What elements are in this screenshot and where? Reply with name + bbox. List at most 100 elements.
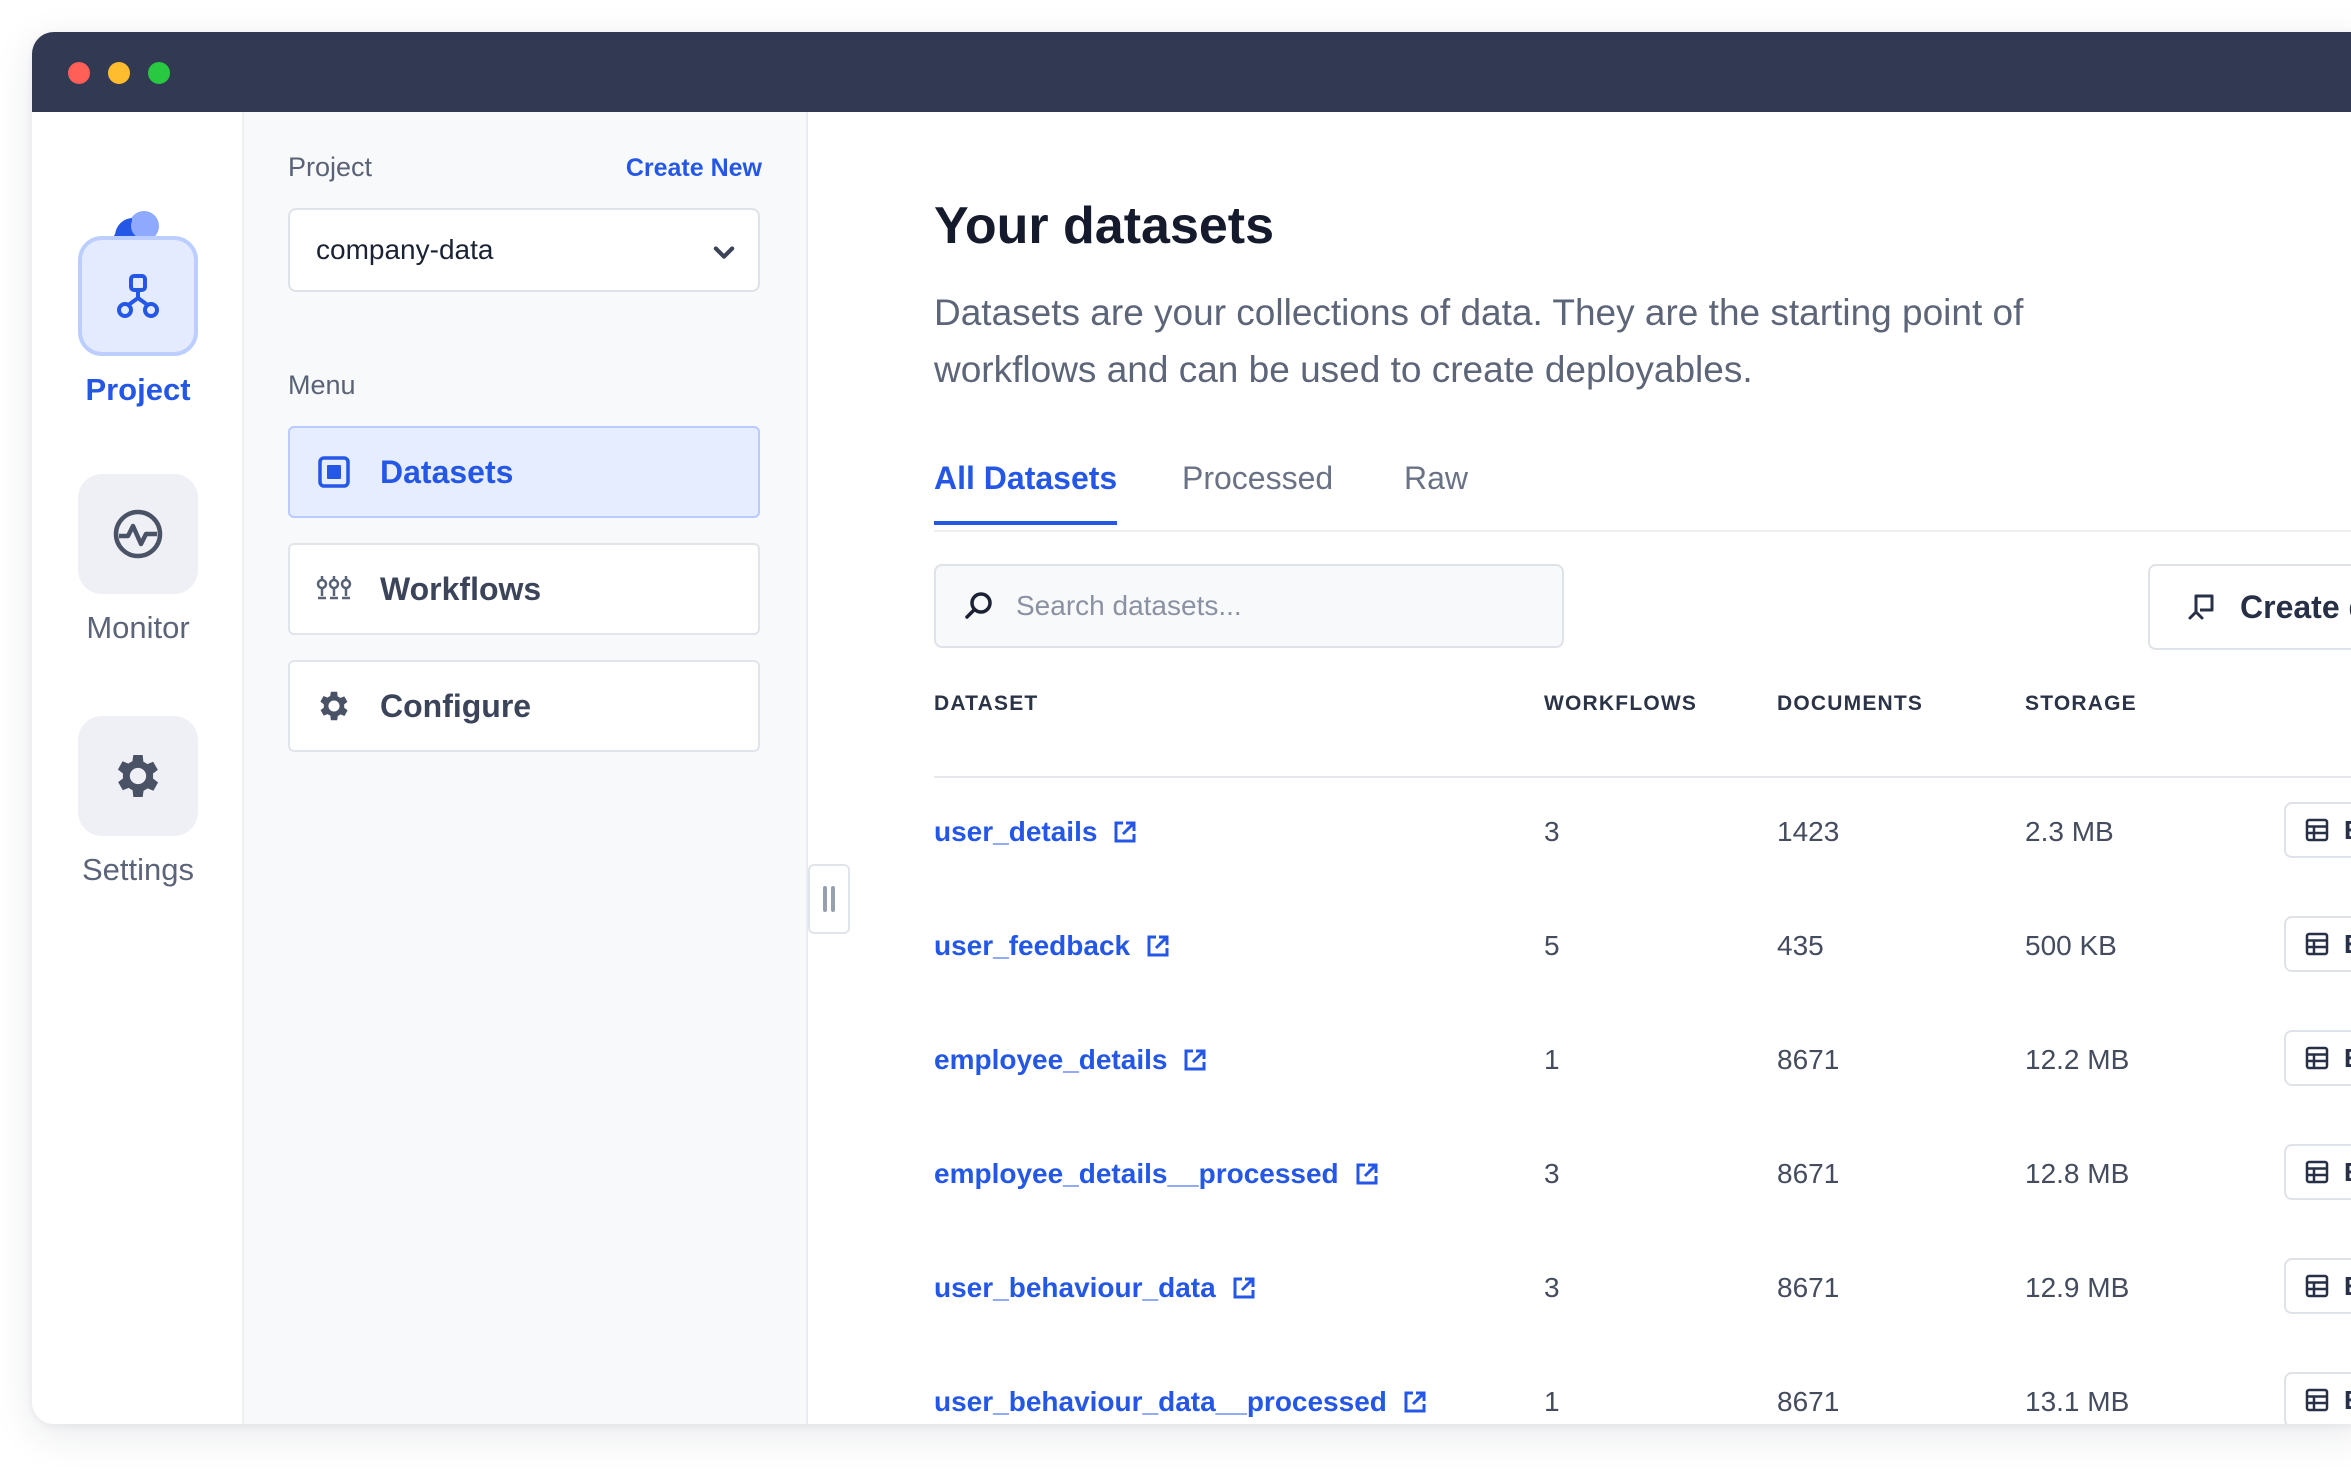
menu-item-label: Datasets bbox=[380, 453, 514, 490]
rail-label-settings: Settings bbox=[81, 852, 194, 887]
explore-button[interactable]: Exp bbox=[2284, 1372, 2351, 1424]
workflow-count: 5 bbox=[1544, 930, 1560, 961]
app-window: Project Monitor Settings Project Create … bbox=[32, 32, 2351, 1424]
table-row[interactable]: employee_details__processed 3 8671 12.8 MB E… bbox=[934, 1122, 2351, 1236]
dataset-name: user_behaviour_data__processed bbox=[934, 1386, 1387, 1417]
create-dataset-button[interactable]: Create dat bbox=[2148, 564, 2351, 650]
chevron-down-icon bbox=[713, 246, 735, 259]
dataset-name-link[interactable]: user_behaviour_data__processed bbox=[934, 1386, 1429, 1418]
explore-label: Exp bbox=[2344, 1157, 2351, 1188]
page-title: Your datasets bbox=[934, 197, 1275, 255]
document-count: 8671 bbox=[1777, 1386, 1840, 1417]
storage-size: 12.9 MB bbox=[2025, 1272, 2130, 1303]
column-header-workflows: WORKFLOWS bbox=[1544, 692, 1698, 715]
explore-button[interactable]: Exp bbox=[2284, 1258, 2351, 1314]
document-count: 8671 bbox=[1777, 1044, 1840, 1075]
external-link-icon[interactable] bbox=[1144, 932, 1172, 960]
table-row[interactable]: employee_details 1 8671 12.2 MB Exp bbox=[934, 1008, 2351, 1122]
dataset-name-link[interactable]: user_feedback bbox=[934, 930, 1172, 962]
menu-item-configure[interactable]: Configure bbox=[288, 660, 760, 752]
rail-label-monitor: Monitor bbox=[86, 610, 190, 645]
maximize-window-button[interactable] bbox=[148, 62, 170, 84]
close-window-button[interactable] bbox=[68, 62, 90, 84]
explore-label: Exp bbox=[2344, 815, 2351, 846]
explore-label: Exp bbox=[2344, 1271, 2351, 1302]
page-description: Datasets are your collections of data. T… bbox=[934, 292, 2024, 390]
minimize-window-button[interactable] bbox=[108, 62, 130, 84]
workflow-count: 3 bbox=[1544, 1272, 1560, 1303]
explore-button[interactable]: Exp bbox=[2284, 1030, 2351, 1086]
workflow-nodes-icon bbox=[314, 569, 354, 609]
rail-item-project[interactable]: Project bbox=[32, 236, 244, 408]
main-content: Your datasets Datasets are your collecti… bbox=[808, 112, 2351, 1424]
explore-button[interactable]: Exp bbox=[2284, 802, 2351, 858]
project-select[interactable]: company-data bbox=[288, 208, 760, 292]
workflow-count: 1 bbox=[1544, 1044, 1560, 1075]
explore-button[interactable]: Exp bbox=[2284, 1144, 2351, 1200]
panel-collapse-handle[interactable] bbox=[808, 864, 850, 934]
rail-item-settings[interactable]: Settings bbox=[32, 716, 244, 888]
storage-size: 12.8 MB bbox=[2025, 1158, 2130, 1189]
create-dataset-icon bbox=[2188, 594, 2214, 620]
workflow-count: 3 bbox=[1544, 816, 1560, 847]
menu-item-datasets[interactable]: Datasets bbox=[288, 426, 760, 518]
workflow-count: 1 bbox=[1544, 1386, 1560, 1417]
gear-icon bbox=[314, 686, 354, 726]
workflow-count: 3 bbox=[1544, 1158, 1560, 1189]
rail-monitor-button[interactable] bbox=[78, 474, 198, 594]
external-link-icon[interactable] bbox=[1401, 1388, 1429, 1416]
table-grid-icon bbox=[2305, 1274, 2329, 1298]
dataset-name-link[interactable]: employee_details bbox=[934, 1044, 1209, 1076]
document-count: 435 bbox=[1777, 930, 1824, 961]
dataset-name-link[interactable]: user_details bbox=[934, 816, 1139, 848]
table-row[interactable]: user_details 3 1423 2.3 MB Exp bbox=[934, 780, 2351, 894]
gear-icon bbox=[117, 755, 159, 797]
rail-label-project: Project bbox=[85, 372, 191, 407]
dataset-tabs: All Datasets Processed Raw bbox=[934, 460, 2351, 532]
document-count: 1423 bbox=[1777, 816, 1840, 847]
column-header-documents: DOCUMENTS bbox=[1777, 692, 1924, 715]
rail-project-button[interactable] bbox=[78, 236, 198, 356]
dataset-name-link[interactable]: user_behaviour_data bbox=[934, 1272, 1258, 1304]
dataset-name: employee_details__processed bbox=[934, 1158, 1339, 1189]
table-grid-icon bbox=[2305, 932, 2329, 956]
search-box[interactable] bbox=[934, 564, 1564, 648]
table-row[interactable]: user_behaviour_data__processed 1 8671 13.1 … bbox=[934, 1350, 2351, 1424]
table-row[interactable]: user_feedback 5 435 500 KB Exp bbox=[934, 894, 2351, 1008]
dataset-name-link[interactable]: employee_details__processed bbox=[934, 1158, 1381, 1190]
document-count: 8671 bbox=[1777, 1272, 1840, 1303]
explore-label: Exp bbox=[2344, 1043, 2351, 1074]
monitor-pulse-icon bbox=[113, 509, 163, 559]
external-link-icon[interactable] bbox=[1353, 1160, 1381, 1188]
explore-button[interactable]: Exp bbox=[2284, 916, 2351, 972]
tab-processed[interactable]: Processed bbox=[1182, 460, 1334, 496]
explore-label: Exp bbox=[2344, 1385, 2351, 1416]
rail-settings-button[interactable] bbox=[78, 716, 198, 836]
menu-item-workflows[interactable]: Workflows bbox=[288, 543, 760, 635]
dataset-name: user_details bbox=[934, 816, 1098, 847]
handle-bar bbox=[823, 886, 827, 912]
dataset-name: user_behaviour_data bbox=[934, 1272, 1216, 1303]
rail-item-monitor[interactable]: Monitor bbox=[32, 474, 244, 646]
menu-item-label: Configure bbox=[380, 687, 532, 724]
project-graph-icon bbox=[117, 274, 159, 318]
dataset-name: employee_details bbox=[934, 1044, 1168, 1075]
tab-raw[interactable]: Raw bbox=[1404, 460, 1469, 496]
external-link-icon[interactable] bbox=[1230, 1274, 1258, 1302]
search-icon bbox=[965, 592, 992, 619]
external-link-icon[interactable] bbox=[1111, 818, 1139, 846]
table-header: DATASET WORKFLOWS DOCUMENTS STORAGE bbox=[934, 692, 2351, 778]
external-link-icon[interactable] bbox=[1181, 1046, 1209, 1074]
create-new-project-link[interactable]: Create New bbox=[625, 154, 762, 182]
dataset-name: user_feedback bbox=[934, 930, 1131, 961]
table-row[interactable]: user_behaviour_data 3 8671 12.9 MB Exp bbox=[934, 1236, 2351, 1350]
storage-size: 12.2 MB bbox=[2025, 1044, 2130, 1075]
dataset-square-icon bbox=[314, 452, 354, 492]
column-header-storage: STORAGE bbox=[2025, 692, 2137, 715]
table-grid-icon bbox=[2305, 1046, 2329, 1070]
project-label: Project bbox=[288, 152, 373, 182]
project-menu-panel: Project Create New company-data Menu Dat… bbox=[244, 112, 808, 1424]
tab-all-datasets[interactable]: All Datasets bbox=[934, 460, 1118, 525]
search-input[interactable] bbox=[1016, 590, 1536, 622]
document-count: 8671 bbox=[1777, 1158, 1840, 1189]
